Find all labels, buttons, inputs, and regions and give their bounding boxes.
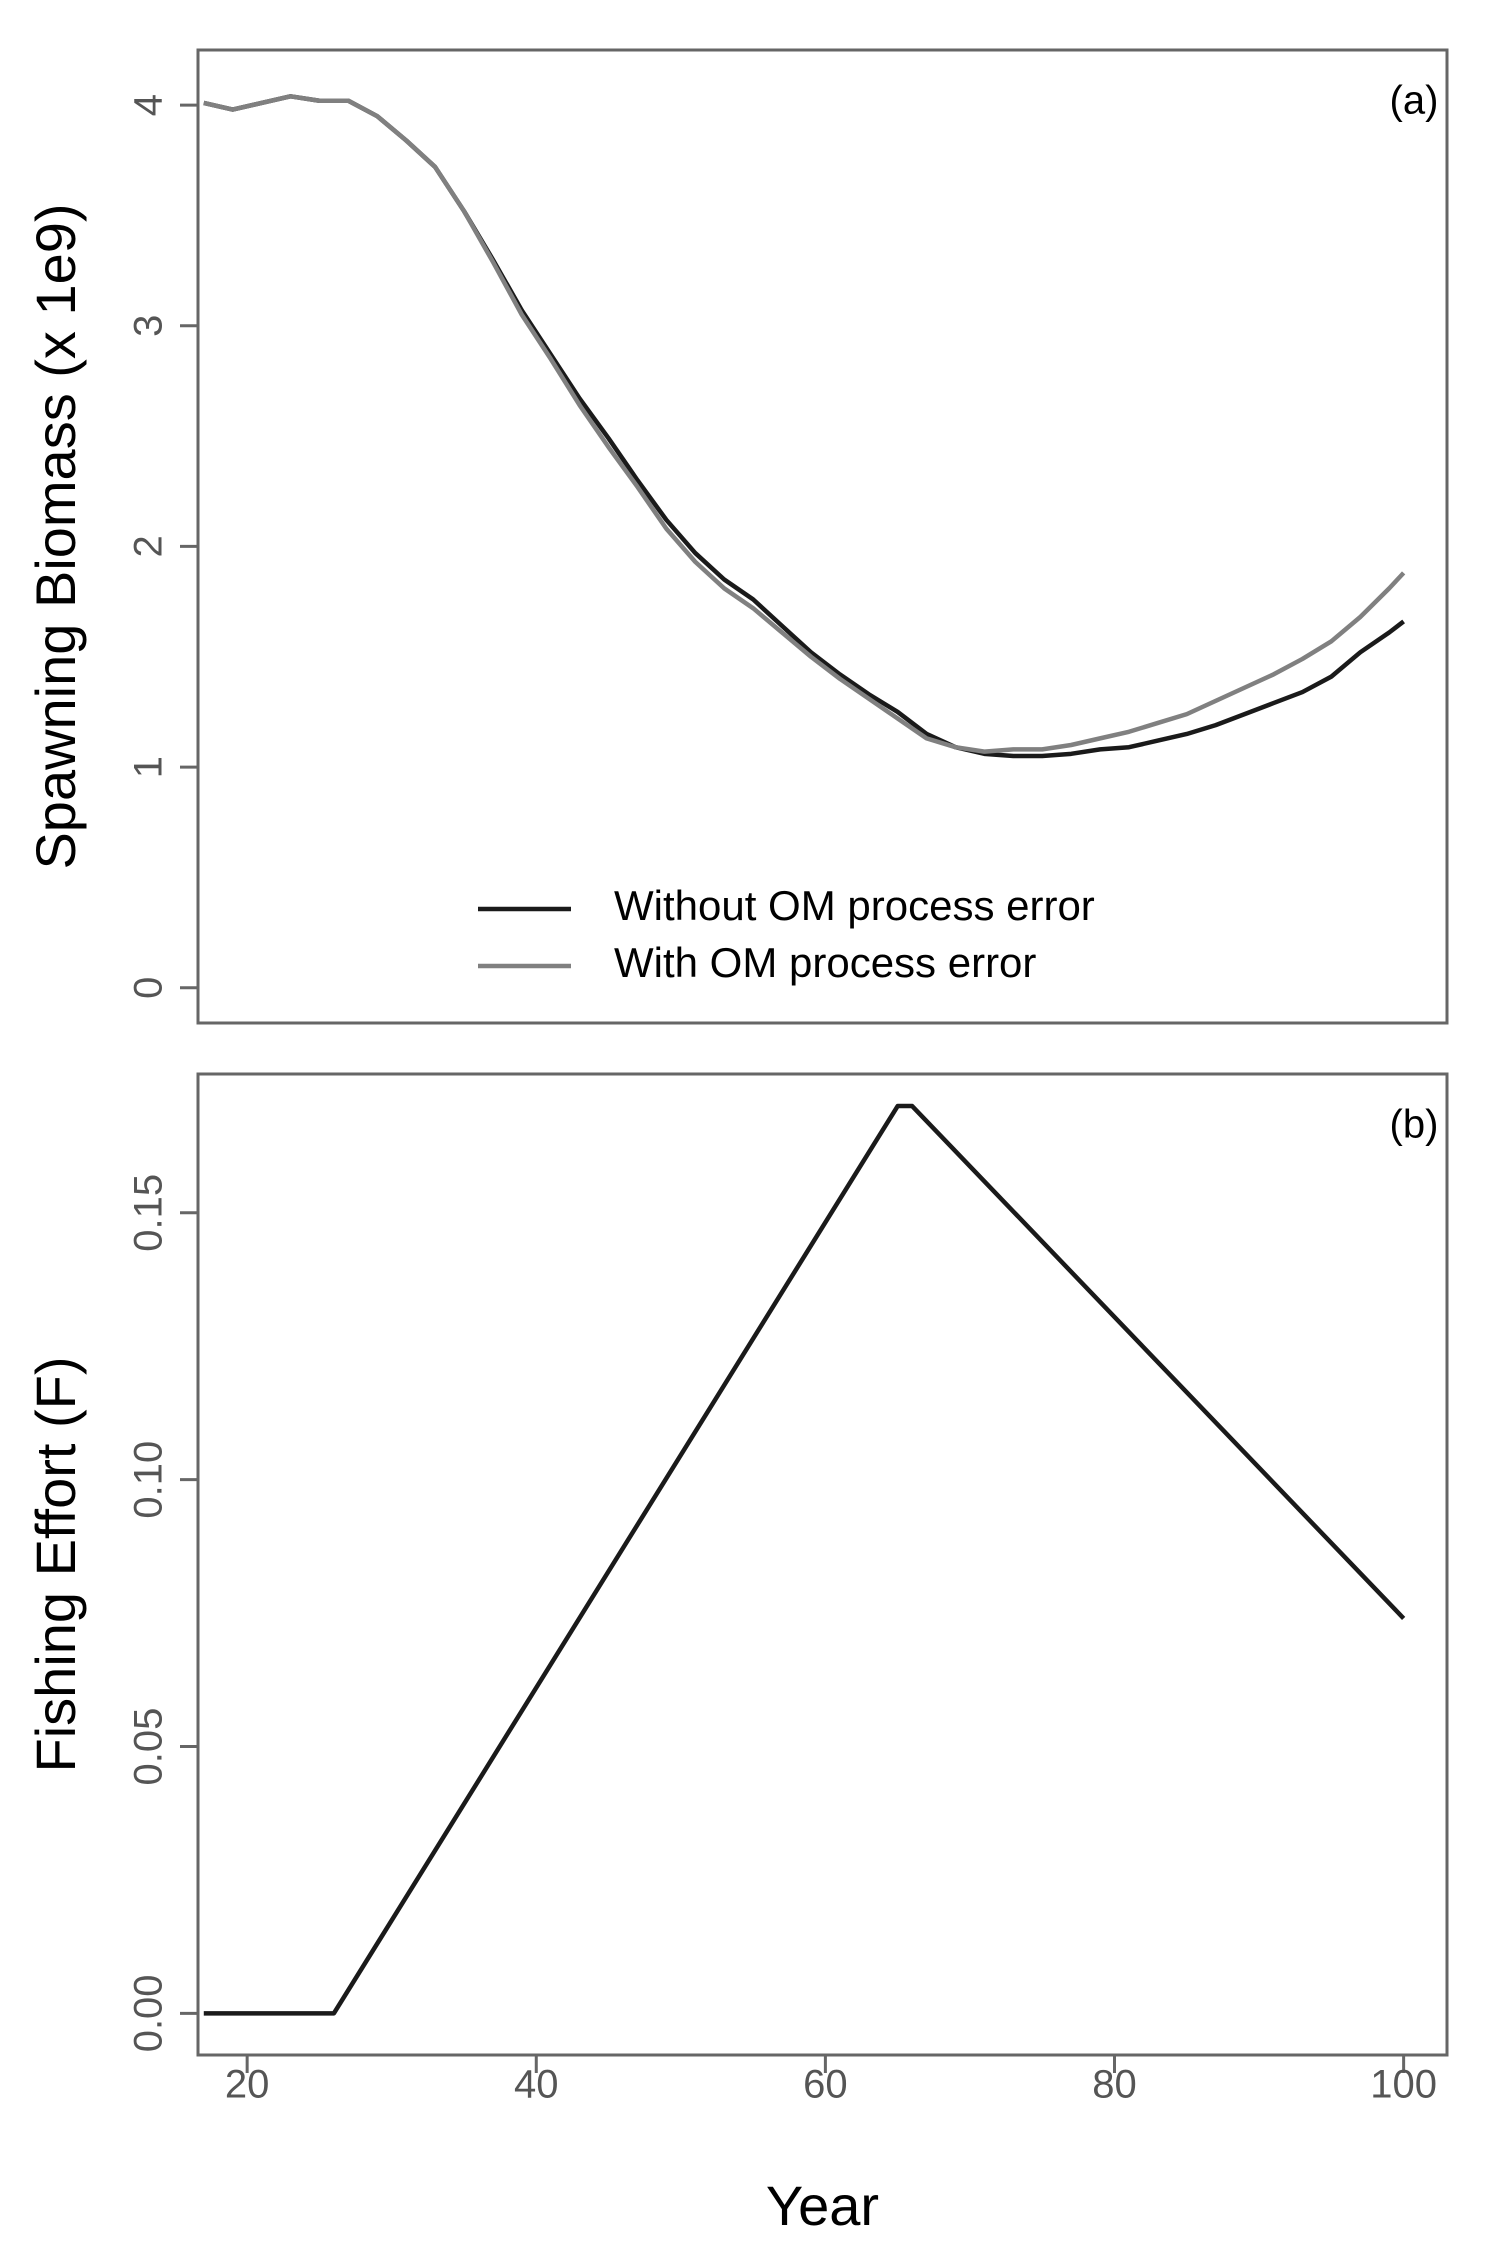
y-axis-title: Fishing Effort (F) [24, 1357, 87, 1773]
y-tick-label: 3 [127, 315, 171, 337]
panel-label: (a) [1390, 79, 1439, 123]
x-tick-label: 60 [803, 2063, 848, 2107]
x-axis-title: Year [766, 2174, 879, 2237]
plot-frame [196, 48, 1449, 1025]
x-tick-label: 20 [225, 2063, 270, 2107]
y-tick-label: 0.15 [127, 1174, 171, 1252]
legend-label: Without OM process error [614, 882, 1095, 929]
series-line [203, 94, 1406, 754]
series-line [203, 1103, 1406, 2016]
legend-label: With OM process error [614, 939, 1036, 986]
x-tick-label: 80 [1092, 2063, 1137, 2107]
y-tick-label: 1 [127, 756, 171, 778]
y-tick-label: 0.00 [127, 1974, 171, 2052]
y-tick-label: 0 [127, 977, 171, 999]
panel-label: (b) [1390, 1103, 1439, 1147]
y-tick-label: 4 [127, 94, 171, 116]
y-axis-title: Spawning Biomass (x 1e9) [24, 203, 87, 869]
plot-frame [196, 1072, 1449, 2057]
y-tick-label: 2 [127, 535, 171, 557]
y-tick-label: 0.10 [127, 1441, 171, 1519]
x-tick-label: 100 [1370, 2063, 1437, 2107]
y-tick-label: 0.05 [127, 1708, 171, 1786]
series-line [203, 94, 1405, 759]
x-tick-label: 40 [514, 2063, 559, 2107]
